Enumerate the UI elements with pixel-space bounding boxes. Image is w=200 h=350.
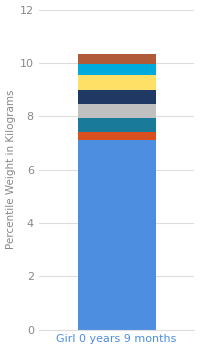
Y-axis label: Percentile Weight in Kilograms: Percentile Weight in Kilograms [6,90,16,249]
Bar [78,54,156,64]
Bar [78,132,156,140]
Bar [78,90,156,104]
Bar [78,64,156,75]
Bar [78,104,156,118]
Bar [78,118,156,132]
Bar [78,140,156,330]
Bar [78,75,156,90]
